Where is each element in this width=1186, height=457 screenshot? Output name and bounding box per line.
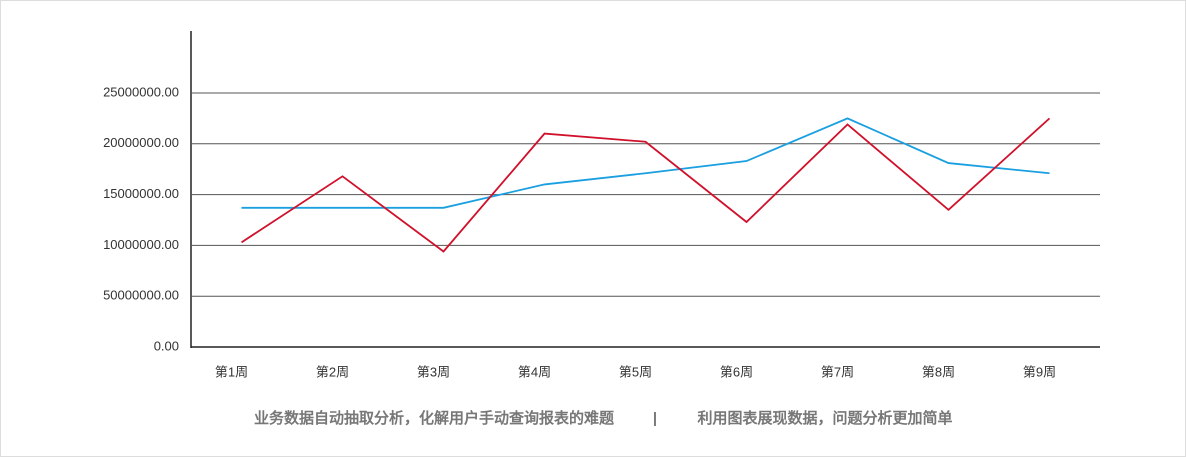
y-tick-label: 15000000.00 (103, 186, 179, 201)
x-tick-label: 第6周 (720, 364, 753, 379)
y-tick-label: 25000000.00 (103, 84, 179, 99)
annotation-separator: | (653, 410, 657, 427)
x-tick-label: 第8周 (922, 364, 955, 379)
y-tick-label: 20000000.00 (103, 135, 179, 150)
x-tick-label: 第2周 (316, 364, 349, 379)
annotation: 业务数据自动抽取分析，化解用户手动查询报表的难题 (254, 409, 615, 427)
line-series (241, 117, 1051, 253)
x-tick-label: 第7周 (821, 364, 854, 379)
line-series (241, 117, 1050, 209)
x-tick-label: 第4周 (518, 364, 551, 379)
x-tick-label: 第1周 (215, 364, 248, 379)
y-tick-label: 10000000.00 (103, 237, 179, 252)
annotation: 利用图表展现数据，问题分析更加简单 (697, 409, 952, 427)
y-tick-label: 0.00 (154, 338, 179, 353)
x-tick-label: 第5周 (619, 364, 652, 379)
y-tick-label: 50000000.00 (103, 288, 179, 303)
x-tick-label: 第9周 (1023, 364, 1056, 379)
x-tick-label: 第3周 (417, 364, 450, 379)
